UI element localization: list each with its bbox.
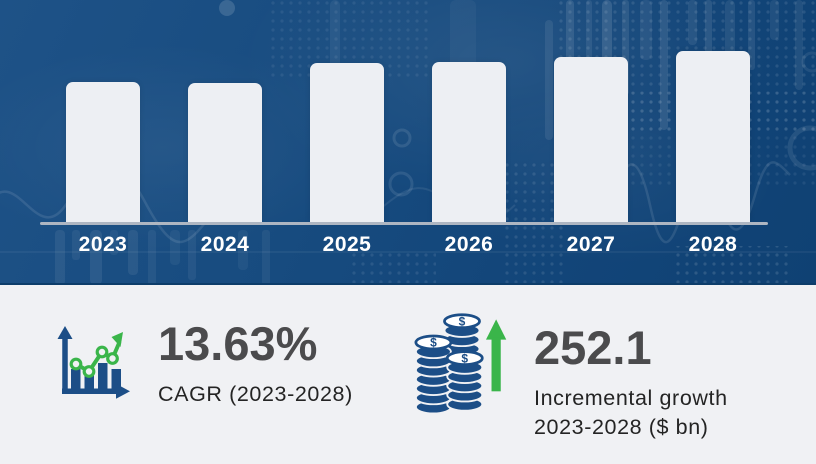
cagr-label: CAGR (2023-2028) [158, 382, 353, 406]
incremental-label: Incremental growth 2023-2028 ($ bn) [534, 384, 728, 442]
year-label-2027: 2027 [566, 233, 616, 256]
coin-stack-front: $ [445, 350, 484, 412]
bar-2026 [432, 62, 506, 222]
cagr-value: 13.63% [158, 317, 318, 370]
incremental-label-line1: Incremental growth [534, 386, 728, 410]
bar-2023 [66, 82, 140, 222]
incremental-label-line2: 2023-2028 ($ bn) [534, 415, 709, 440]
svg-text:$: $ [430, 336, 437, 350]
year-label-2028: 2028 [688, 233, 738, 256]
svg-text:$: $ [461, 351, 468, 365]
year-label-2025: 2025 [322, 233, 372, 256]
market-chart-section: 2023 2024 2025 2026 2027 2028 [0, 0, 816, 285]
year-label-2023: 2023 [78, 233, 128, 256]
bar-2025 [310, 63, 384, 222]
bar-2024 [188, 83, 262, 222]
bar-chart: 2023 2024 2025 2026 2027 2028 [40, 51, 768, 256]
stats-section: 13.63% CAGR (2023-2028) $ [0, 285, 816, 464]
coin-stack-left: $ [414, 334, 453, 415]
cagr-stat: 13.63% CAGR (2023-2028) [52, 318, 353, 409]
up-arrow-icon [485, 319, 507, 392]
year-label-2026: 2026 [444, 233, 494, 256]
chart-baseline [40, 222, 768, 225]
incremental-value: 252.1 [534, 321, 652, 374]
svg-text:$: $ [459, 314, 466, 328]
bar-2028 [676, 51, 750, 222]
bar-chart-growth-icon [52, 324, 132, 409]
bar-2027 [554, 57, 628, 222]
year-label-2024: 2024 [200, 233, 250, 256]
coin-stack-icon: $ $ [414, 312, 510, 424]
incremental-growth-stat: $ $ [414, 312, 728, 442]
